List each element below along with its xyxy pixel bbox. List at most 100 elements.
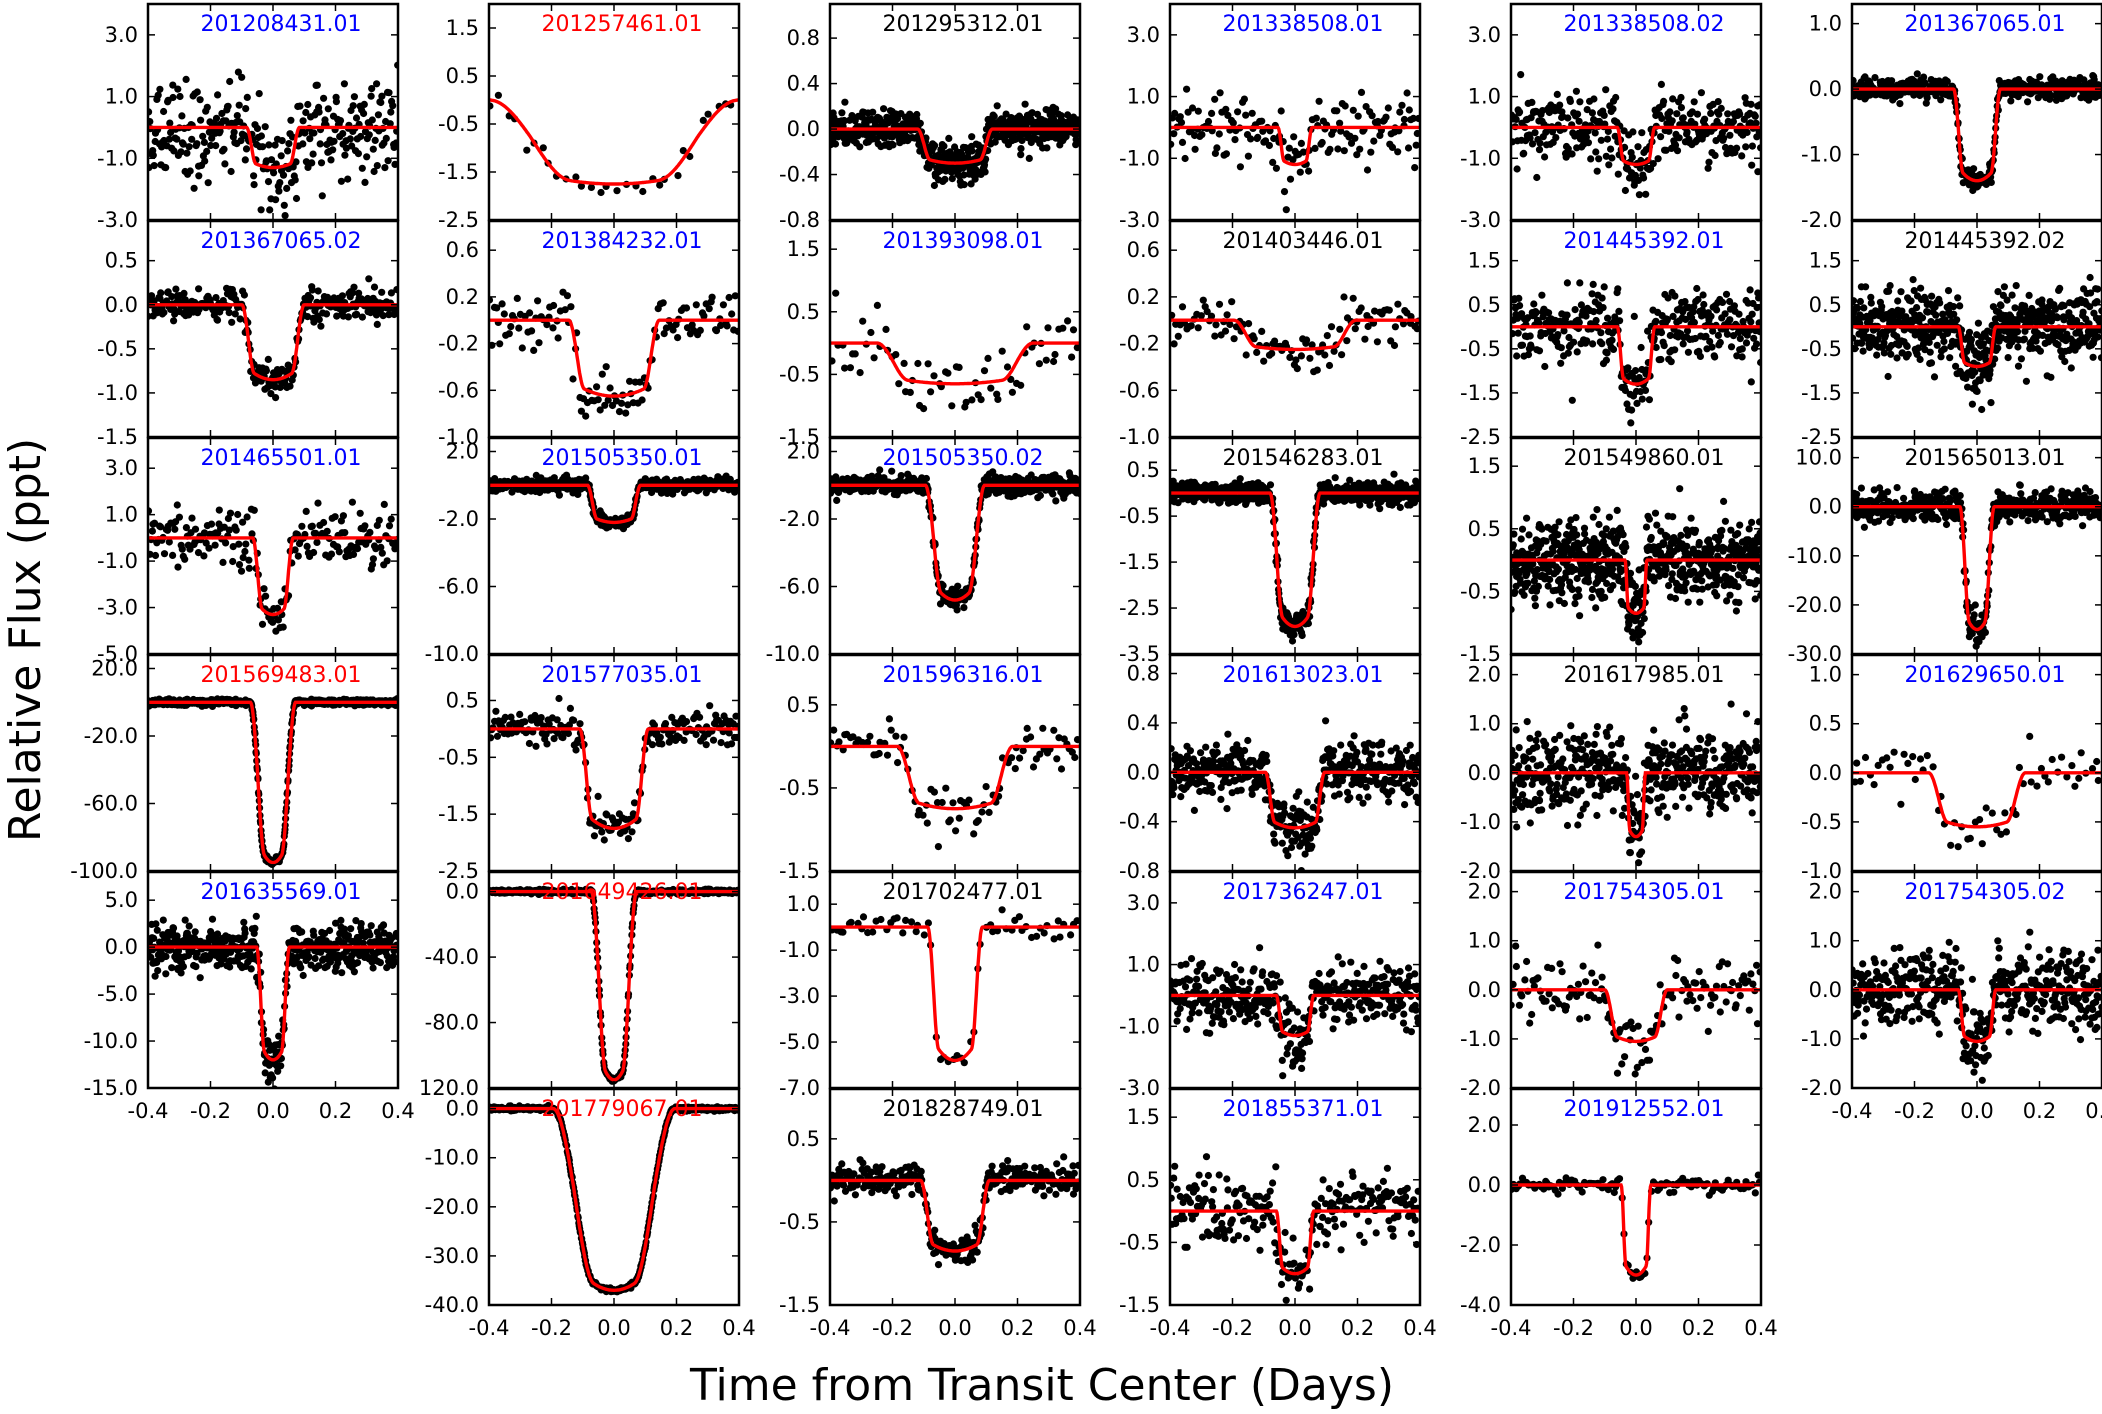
data-point	[1527, 343, 1535, 351]
data-point	[277, 152, 285, 160]
data-point	[1051, 350, 1059, 359]
data-point	[920, 405, 928, 413]
data-point	[199, 132, 207, 140]
data-point	[312, 529, 320, 537]
data-point	[1707, 312, 1715, 320]
data-point	[1715, 110, 1723, 118]
data-point	[659, 299, 667, 307]
data-point	[262, 367, 270, 375]
data-point	[1336, 325, 1344, 333]
data-point	[212, 114, 221, 122]
data-point	[1747, 100, 1755, 108]
data-point	[602, 363, 610, 371]
y-tick-label: -0.5	[97, 337, 138, 361]
data-point	[1965, 328, 1974, 336]
data-point	[889, 141, 897, 149]
data-point	[1538, 291, 1546, 299]
data-point	[237, 567, 246, 575]
data-point	[848, 112, 856, 120]
data-point	[1224, 111, 1232, 119]
data-point	[1964, 383, 1972, 391]
data-point	[507, 323, 515, 331]
data-point	[262, 592, 270, 600]
data-point	[389, 102, 397, 110]
data-point	[1638, 395, 1646, 403]
panel-title: 201445392.02	[1905, 229, 2066, 254]
data-point	[1254, 133, 1262, 141]
y-tick-label: -1.5	[1801, 381, 1842, 405]
data-point	[939, 581, 947, 590]
data-point	[377, 98, 385, 107]
data-point	[1628, 406, 1636, 414]
data-point	[945, 134, 953, 142]
data-point	[1566, 97, 1574, 105]
data-point	[1351, 134, 1359, 142]
data-point	[148, 527, 156, 535]
data-point	[968, 396, 976, 404]
data-point	[1673, 110, 1681, 118]
transit-model-line	[830, 127, 1080, 165]
data-point	[888, 467, 896, 475]
y-tick-label: -1.0	[97, 549, 138, 573]
data-point	[1654, 155, 1662, 163]
data-point	[1312, 114, 1320, 122]
data-point	[1557, 344, 1565, 352]
data-point	[1751, 112, 1759, 120]
data-point	[1198, 131, 1206, 139]
data-point	[1914, 344, 1922, 352]
data-point	[1334, 145, 1342, 153]
data-point	[365, 131, 373, 139]
data-point	[2000, 283, 2008, 291]
data-point	[987, 384, 995, 392]
data-point	[368, 116, 376, 124]
data-point	[172, 285, 180, 293]
data-point	[165, 538, 173, 546]
data-point	[1394, 300, 1402, 308]
data-point	[1583, 337, 1591, 345]
data-point	[2094, 285, 2102, 293]
data-point	[1956, 302, 1964, 310]
data-point	[1575, 318, 1583, 326]
data-point	[267, 156, 276, 164]
data-point	[1052, 105, 1060, 113]
data-point	[1974, 319, 1982, 327]
plot-area	[1852, 273, 2102, 414]
data-point	[1269, 158, 1277, 166]
data-point	[337, 177, 345, 185]
data-point	[1726, 316, 1734, 324]
data-point	[1174, 332, 1182, 340]
data-point	[1313, 366, 1321, 374]
y-tick-label: 0.0	[105, 293, 138, 317]
y-tick-label: -0.8	[779, 208, 820, 232]
data-point	[350, 283, 358, 291]
data-point	[1409, 114, 1417, 122]
data-point	[292, 158, 300, 166]
data-point	[1714, 98, 1722, 106]
data-point	[1994, 344, 2002, 352]
data-point	[1272, 164, 1280, 172]
data-point	[267, 390, 275, 398]
data-point	[1588, 290, 1596, 298]
transit-model-line	[1511, 125, 1761, 167]
data-point	[1399, 320, 1408, 328]
data-point	[1602, 152, 1610, 160]
data-point	[960, 181, 968, 189]
data-point	[1391, 323, 1399, 331]
data-point	[160, 107, 168, 116]
data-point	[214, 91, 222, 99]
data-point	[314, 287, 322, 295]
data-point	[906, 388, 914, 396]
data-point	[1753, 133, 1761, 141]
data-point	[1194, 107, 1202, 115]
data-point	[1887, 350, 1895, 358]
data-point	[2014, 343, 2022, 351]
data-point	[1684, 348, 1692, 356]
data-point	[1657, 355, 1665, 364]
data-point	[1755, 294, 1761, 302]
data-point	[953, 606, 961, 614]
data-point	[1315, 97, 1323, 105]
y-tick-label: 0.5	[1468, 293, 1501, 317]
data-point	[1997, 302, 2005, 310]
data-point	[1707, 109, 1715, 117]
